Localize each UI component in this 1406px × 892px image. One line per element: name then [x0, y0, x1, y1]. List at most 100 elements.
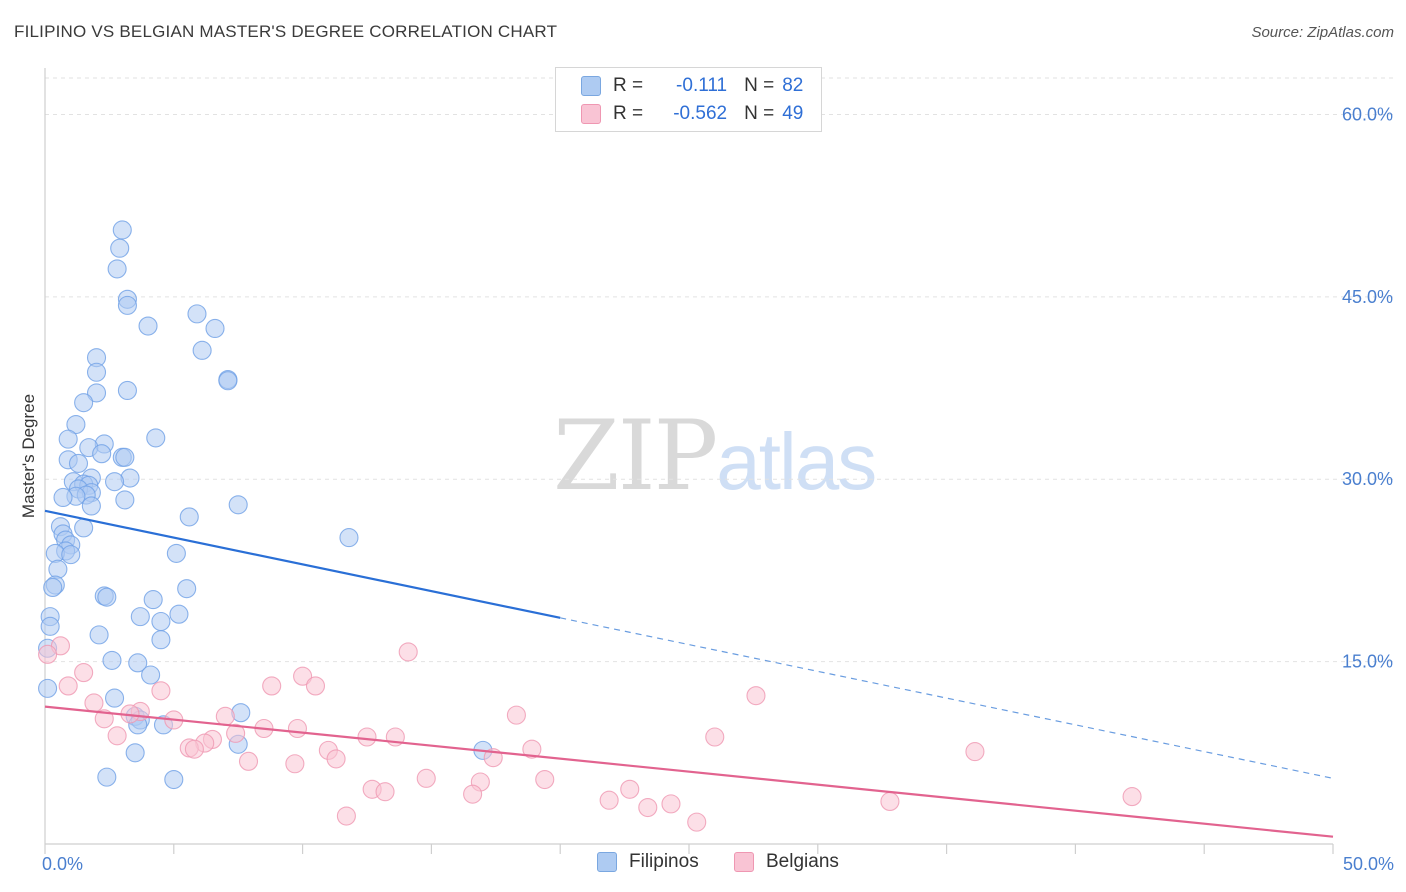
belgians-point: [746, 686, 766, 706]
filipinos-point: [74, 393, 94, 413]
filipinos-trend-extension: [560, 617, 1334, 779]
belgians-point: [375, 782, 395, 802]
filipinos-point: [177, 579, 197, 599]
series-legend-label: Filipinos: [629, 851, 699, 872]
filipinos-point: [179, 507, 199, 527]
belgians-point: [94, 709, 114, 729]
y-tick-label: 60.0%: [1342, 104, 1393, 124]
filipinos-point: [138, 316, 158, 336]
filipinos-point: [89, 625, 109, 645]
belgians-point: [522, 739, 542, 759]
filipinos-point: [115, 447, 135, 467]
filipinos-point: [166, 543, 186, 563]
belgians-points: [38, 636, 1142, 832]
filipinos-point: [81, 496, 101, 516]
belgians-point: [880, 791, 900, 811]
series-swatch-belgians: [734, 852, 754, 872]
legend-n-label: N =: [744, 75, 775, 96]
filipinos-point: [205, 318, 225, 339]
filipinos-point: [86, 362, 107, 382]
filipinos-point: [97, 767, 117, 787]
filipinos-point: [146, 428, 166, 448]
belgians-point: [687, 812, 707, 832]
filipinos-point: [143, 590, 163, 610]
filipinos-point: [86, 383, 107, 403]
filipinos-points: [38, 220, 493, 790]
belgians-point: [1122, 787, 1142, 807]
belgians-point: [661, 794, 681, 814]
y-tick-label: 30.0%: [1342, 469, 1393, 489]
legend-r-value: -0.562: [673, 103, 728, 124]
belgians-point: [285, 754, 305, 774]
filipinos-point: [61, 545, 81, 565]
y-tick-label: 15.0%: [1342, 652, 1393, 672]
filipinos-point: [115, 490, 135, 510]
chart-title: FILIPINO VS BELGIAN MASTER'S DEGREE CORR…: [14, 22, 558, 41]
series-swatch-filipinos: [597, 852, 617, 872]
filipinos-point: [187, 304, 207, 324]
belgians-point: [638, 797, 658, 818]
legend-n-value: 49: [782, 103, 804, 124]
belgians-point: [463, 784, 483, 804]
belgians-point: [326, 749, 346, 769]
belgians-point: [357, 727, 377, 747]
belgians-point: [398, 642, 418, 662]
filipinos-point: [164, 770, 184, 790]
legend-n-label: N =: [744, 103, 775, 124]
belgians-point: [238, 751, 259, 771]
filipinos-point: [117, 295, 137, 315]
filipinos-point: [58, 429, 78, 449]
filipinos-point: [48, 559, 68, 579]
filipinos-point: [117, 380, 137, 401]
legend-row-belgians: R = -0.562 N = 49: [556, 100, 803, 128]
legend-swatch-belgians: [581, 104, 601, 124]
legend-row-filipinos: R = -0.111 N = 82: [556, 72, 803, 100]
y-axis-title: Master's Degree: [19, 394, 38, 518]
legend-swatch-filipinos: [581, 76, 601, 96]
belgians-point: [293, 666, 313, 686]
legend-r-label: R =: [613, 75, 644, 96]
axes: [44, 68, 1334, 854]
belgians-point: [215, 706, 235, 726]
belgians-point: [262, 676, 282, 696]
belgians-point: [38, 644, 58, 664]
belgians-point: [416, 768, 436, 788]
belgians-point: [74, 663, 94, 683]
filipinos-point: [107, 259, 127, 279]
legend-r-value: -0.111: [676, 75, 728, 96]
filipinos-point: [102, 650, 122, 670]
filipinos-point: [92, 444, 112, 464]
belgians-point: [184, 739, 204, 759]
source-label: Source: ZipAtlas.com: [1251, 24, 1394, 41]
filipinos-trend-line: [44, 509, 561, 619]
series-legend-belgians[interactable]: Belgians: [734, 851, 839, 873]
series-legend: Filipinos Belgians: [0, 851, 1406, 879]
belgians-point: [58, 676, 78, 696]
series-legend-filipinos[interactable]: Filipinos: [597, 851, 699, 873]
filipinos-point: [228, 495, 248, 515]
belgians-point: [965, 742, 985, 762]
filipinos-point: [218, 371, 238, 391]
filipinos-point: [53, 487, 73, 508]
belgians-point: [336, 806, 356, 826]
belgians-point: [151, 681, 171, 701]
belgians-point: [506, 705, 526, 725]
series-legend-label: Belgians: [766, 851, 839, 872]
belgians-trend-line: [44, 705, 1334, 838]
y-tick-label: 45.0%: [1342, 287, 1393, 307]
filipinos-point: [74, 518, 94, 538]
legend-n-value: 82: [782, 75, 804, 96]
belgians-point: [620, 779, 640, 799]
filipinos-point: [339, 528, 359, 548]
filipinos-point: [130, 607, 150, 627]
filipinos-point: [141, 665, 161, 685]
filipinos-point: [128, 653, 148, 673]
belgians-point: [287, 718, 307, 739]
correlation-legend: R = -0.111 N = 82 R = -0.562 N = 49: [555, 67, 822, 132]
filipinos-point: [169, 604, 189, 624]
filipinos-point: [151, 611, 171, 632]
belgians-point: [599, 790, 619, 810]
belgians-point: [305, 676, 326, 696]
filipinos-point: [40, 616, 60, 636]
